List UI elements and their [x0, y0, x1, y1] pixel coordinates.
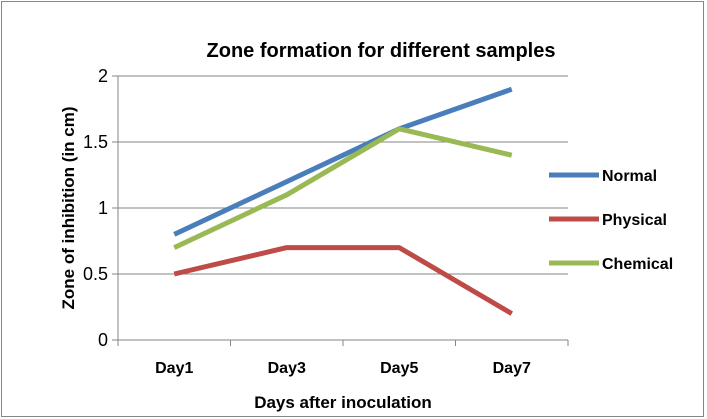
y-tick-label: 0 — [98, 330, 108, 350]
gridlines — [118, 75, 568, 275]
series-lines — [173, 86, 514, 316]
series-line-chemical — [173, 126, 513, 250]
y-tick-label: 2 — [98, 66, 108, 86]
legend-label: Chemical — [602, 256, 673, 273]
chart-title: Zone formation for different samples — [207, 40, 556, 62]
x-tick-label: Day5 — [380, 360, 418, 377]
y-axis-label: Zone of inhibition (in cm) — [59, 106, 78, 309]
x-axis-label: Days after inoculation — [254, 393, 432, 412]
x-tick-label: Day7 — [493, 360, 531, 377]
series-line-normal — [173, 86, 513, 237]
y-tick-label: 0.5 — [83, 264, 108, 284]
x-tick-label: Day1 — [155, 360, 193, 377]
x-tick-label: Day3 — [268, 360, 306, 377]
legend-label: Physical — [602, 212, 667, 229]
x-ticks: Day1 Day3 Day5 Day7 — [117, 340, 569, 377]
legend: Normal Physical Chemical — [549, 168, 673, 273]
y-ticks: 0 0.5 1 1.5 2 — [83, 66, 118, 350]
y-tick-label: 1.5 — [83, 132, 108, 152]
y-tick-label: 1 — [98, 198, 108, 218]
legend-label: Normal — [602, 168, 657, 185]
series-line-physical — [173, 245, 514, 316]
